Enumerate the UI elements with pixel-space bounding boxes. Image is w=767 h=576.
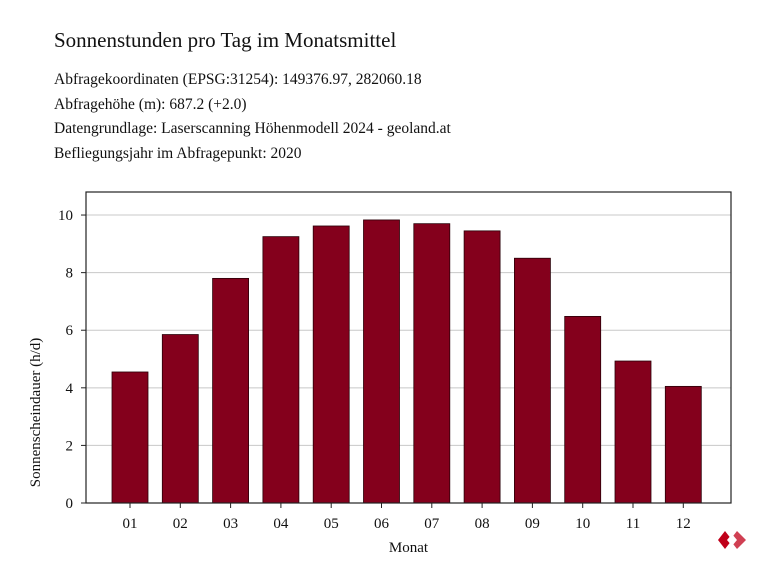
y-tick-label: 6: [66, 323, 74, 339]
y-tick-label: 10: [58, 208, 73, 224]
data-source: Datengrundlage: Laserscanning Höhenmodel…: [54, 120, 451, 137]
flight-year: Befliegungsjahr im Abfragepunkt: 2020: [54, 144, 302, 162]
x-tick-label: 01: [123, 516, 138, 532]
y-axis: 0 2 4 6 8 10: [58, 208, 86, 512]
x-axis-label: Monat: [389, 540, 429, 556]
bars: [111, 219, 702, 504]
x-tick-label: 02: [173, 516, 188, 532]
plot-frame: [85, 191, 732, 504]
y-tick-label: 8: [66, 266, 74, 282]
bar: [413, 223, 451, 504]
x-tick-label: 07: [424, 516, 440, 532]
bar: [514, 257, 551, 504]
x-tick-label: 10: [575, 516, 590, 532]
bar: [614, 360, 652, 504]
x-tick-label: 05: [324, 516, 339, 532]
bar: [212, 277, 250, 504]
bar: [664, 385, 702, 504]
logo-icon: [718, 531, 746, 549]
x-tick-label: 12: [676, 516, 691, 532]
y-axis-label: Sonnenscheindauer (h/d): [28, 338, 44, 488]
query-info: Abfragekoordinaten (EPSG:31254): 149376.…: [54, 68, 451, 166]
x-tick-label: 08: [475, 516, 490, 532]
bar: [564, 315, 602, 504]
x-tick-label: 04: [273, 516, 289, 532]
bar: [161, 334, 199, 504]
bar: [262, 236, 300, 504]
x-axis: 01 02 03 04 05 06 07 08 09 10 11 12: [123, 503, 691, 532]
bar: [111, 371, 149, 504]
bar: [363, 219, 400, 504]
bar: [312, 225, 350, 504]
x-tick-label: 03: [223, 516, 238, 532]
x-tick-label: 06: [374, 516, 390, 532]
y-tick-label: 4: [66, 381, 74, 397]
x-tick-label: 11: [626, 516, 640, 532]
y-tick-label: 2: [66, 438, 74, 454]
x-tick-label: 09: [525, 516, 540, 532]
y-tick-label: 0: [66, 496, 74, 512]
bar: [463, 230, 501, 504]
query-elevation: Abfragehöhe (m): 687.2 (+2.0): [54, 95, 247, 113]
query-coordinates: Abfragekoordinaten (EPSG:31254): 149376.…: [54, 71, 422, 88]
chart-title: Sonnenstunden pro Tag im Monatsmittel: [54, 28, 397, 52]
